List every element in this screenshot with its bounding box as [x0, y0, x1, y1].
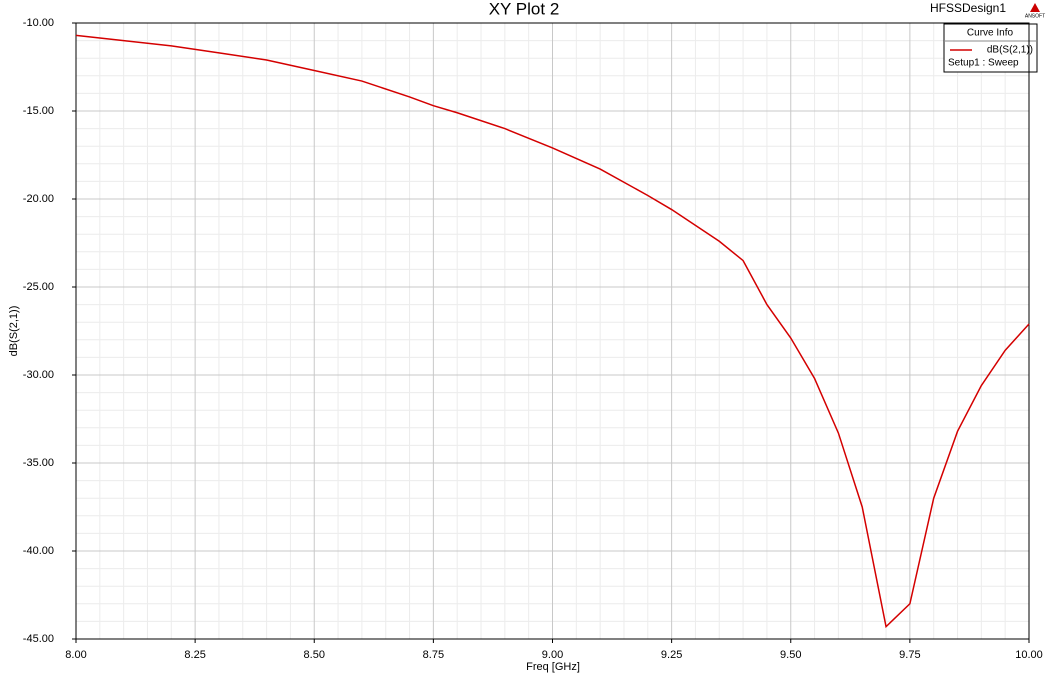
x-tick-label: 9.00: [542, 649, 563, 661]
legend: Curve Info dB(S(2,1)) Setup1 : Sweep: [943, 23, 1038, 73]
x-tick-label: 10.00: [1015, 649, 1043, 661]
x-axis-label: Freq [GHz]: [526, 661, 580, 673]
plot-frame: [75, 22, 1030, 640]
x-tick-label: 9.50: [780, 649, 801, 661]
grid-group: [75, 22, 1030, 640]
legend-title: Curve Info: [967, 28, 1014, 39]
y-tick-label: -15.00: [23, 105, 54, 117]
y-tick-label: -20.00: [23, 193, 54, 205]
logo-text: ANSOFT: [1025, 13, 1045, 19]
y-tick-label: -45.00: [23, 633, 54, 645]
x-tick-label: 9.25: [661, 649, 682, 661]
y-tick-label: -40.00: [23, 545, 54, 557]
chart-title: XY Plot 2: [489, 0, 560, 18]
x-tick-label: 8.50: [304, 649, 325, 661]
y-axis-label: dB(S(2,1)): [8, 306, 20, 357]
legend-box: [943, 23, 1038, 73]
y-tick-label: -35.00: [23, 457, 54, 469]
x-tick-label: 8.25: [184, 649, 205, 661]
x-tick-label: 8.00: [65, 649, 86, 661]
y-tick-label: -25.00: [23, 281, 54, 293]
y-tick-label: -30.00: [23, 369, 54, 381]
y-tick-label: -10.00: [23, 17, 54, 29]
legend-solution: Setup1 : Sweep: [948, 58, 1019, 69]
series-line: [75, 34, 1030, 629]
design-name: HFSSDesign1: [930, 1, 1006, 15]
logo-icon: [1030, 3, 1040, 12]
x-tick-label: 9.75: [899, 649, 920, 661]
x-tick-label: 8.75: [423, 649, 444, 661]
legend-label: dB(S(2,1)): [987, 45, 1033, 56]
